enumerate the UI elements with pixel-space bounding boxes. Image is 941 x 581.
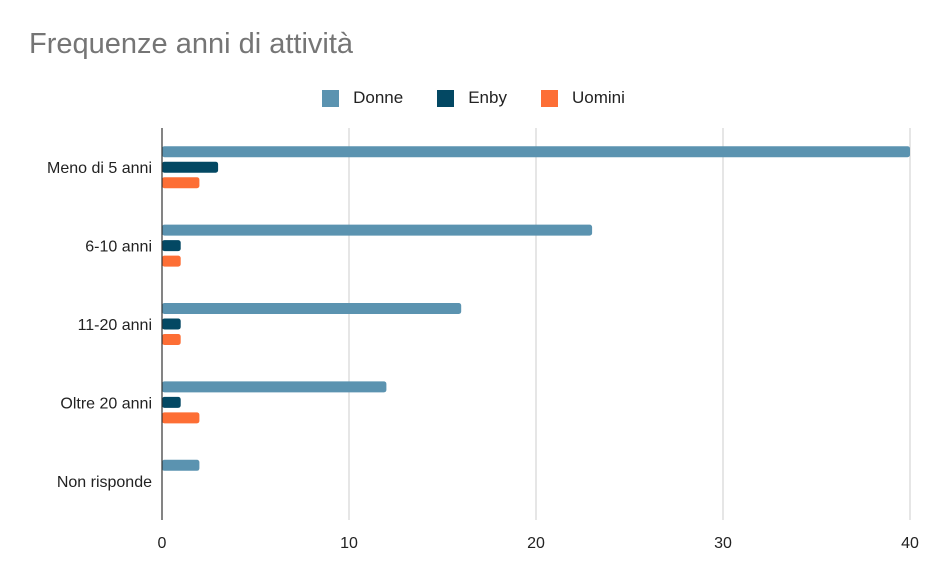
x-tick-label: 0 [158, 535, 167, 552]
legend-item-enby: Enby [431, 88, 507, 108]
legend: Donne Enby Uomini [0, 86, 941, 110]
y-category-label: Meno di 5 anni [47, 160, 152, 177]
legend-item-uomini: Uomini [535, 88, 625, 108]
legend-label-enby: Enby [468, 88, 507, 107]
bar-enby [162, 318, 181, 330]
x-tick-label: 30 [714, 535, 732, 552]
y-category-label: 6-10 anni [85, 239, 152, 256]
bar-donne [162, 224, 593, 236]
legend-swatch-uomini [540, 89, 558, 107]
bar-donne [162, 146, 910, 158]
legend-swatch-enby [437, 89, 455, 107]
legend-item-donne: Donne [316, 88, 403, 108]
chart-title: Frequenze anni di attività [29, 28, 354, 60]
bar-uomini [162, 334, 181, 345]
x-tick-label: 40 [901, 535, 919, 552]
bar-enby [162, 240, 181, 252]
y-category-label: Non risponde [57, 474, 152, 491]
bar-enby [162, 161, 219, 173]
y-category-label: 11-20 anni [78, 317, 152, 334]
bar-enby [162, 396, 181, 408]
bar-uomini [162, 177, 200, 189]
bar-donne [162, 303, 462, 314]
bar-donne [162, 381, 387, 393]
y-category-label: Oltre 20 anni [60, 395, 152, 412]
x-tick-label: 10 [340, 535, 358, 552]
legend-label-donne: Donne [353, 88, 404, 107]
bar-donne [162, 459, 200, 471]
bar-uomini [162, 255, 181, 267]
x-tick-label: 20 [527, 535, 545, 552]
legend-swatch-donne [322, 89, 340, 107]
bar-uomini [162, 412, 200, 424]
legend-label-uomini: Uomini [571, 88, 625, 107]
